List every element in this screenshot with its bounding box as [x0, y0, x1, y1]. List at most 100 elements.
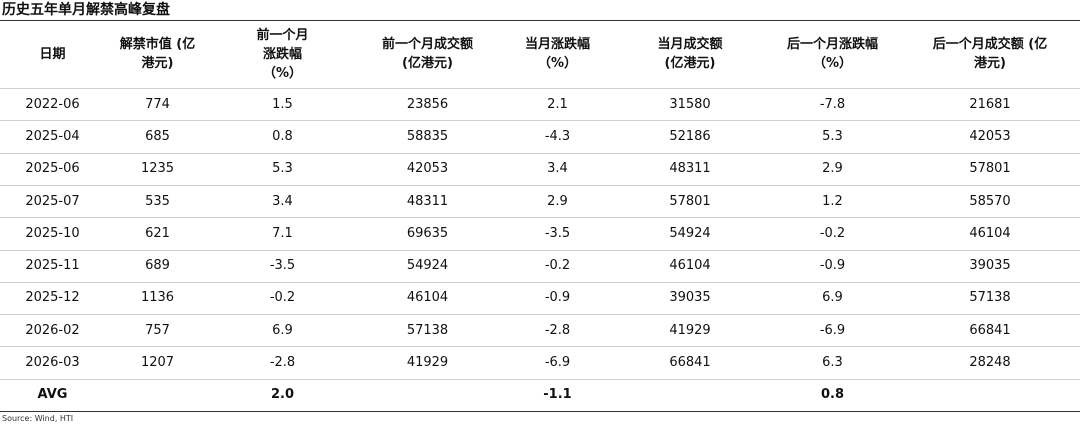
header-line: (亿港元) — [664, 56, 716, 71]
table-cell: 6.9 — [272, 322, 293, 338]
table-cell: 0.8 — [272, 128, 293, 144]
header-line: 日期 — [39, 46, 66, 62]
header-line: 后一个月涨跌幅 — [786, 37, 878, 52]
table-cell: 66841 — [969, 322, 1011, 338]
table-cell: 23856 — [406, 96, 449, 112]
table-cell: 689 — [145, 258, 170, 274]
table-cell: 757 — [145, 322, 170, 338]
table-cell: 2025-12 — [25, 290, 80, 306]
table-cell: 42053 — [969, 128, 1011, 144]
table-cell: 3.4 — [272, 193, 293, 209]
table-cell: 52186 — [669, 128, 711, 144]
table-cell: 7.1 — [272, 225, 293, 241]
table-cell: 1.2 — [822, 193, 843, 209]
row-rule — [0, 184, 1080, 186]
header-line: 后一个月成交额 (亿 — [932, 37, 1048, 52]
table-cell: 48311 — [669, 161, 711, 177]
column-header: 当月成交额 (亿港元) — [615, 20, 765, 88]
table-cell: 41929 — [669, 322, 711, 338]
table-cell: 1235 — [140, 161, 175, 177]
row-rule — [0, 249, 1080, 251]
table-cell: -0.2 — [269, 290, 296, 306]
table-cell: -7.8 — [819, 96, 846, 112]
row-rule — [0, 378, 1080, 380]
column-header: 日期 — [0, 20, 105, 88]
avg-cell: 0.8 — [820, 387, 845, 403]
avg-cell: 2.0 — [270, 387, 295, 403]
table-cell: 58835 — [406, 128, 449, 144]
column-header: 后一个月成交额 (亿 港元) — [900, 20, 1080, 88]
table-cell: -2.8 — [544, 322, 571, 338]
table-cell: 6.3 — [822, 355, 843, 371]
table-cell: 685 — [145, 128, 170, 144]
table-cell: 39035 — [969, 258, 1011, 274]
table-cell: 535 — [145, 193, 170, 209]
table-cell: 46104 — [969, 225, 1011, 241]
header-line: 港元) — [974, 56, 1006, 71]
header-line: （%） — [812, 56, 853, 71]
row-rule — [0, 314, 1080, 316]
table-cell: 3.4 — [547, 161, 568, 177]
table-cell: 46104 — [669, 258, 711, 274]
table-title: 历史五年单月解禁高峰复盘 — [2, 2, 170, 18]
table-cell: 42053 — [406, 161, 449, 177]
table-cell: -3.5 — [269, 258, 296, 274]
row-rule — [0, 281, 1080, 283]
table-cell: 1.5 — [272, 96, 293, 112]
table-cell: 46104 — [406, 290, 449, 306]
table-cell: 2025-10 — [25, 225, 80, 241]
table-cell: 5.3 — [822, 128, 843, 144]
table-cell: 57138 — [969, 290, 1011, 306]
table-cell: 2025-04 — [25, 128, 80, 144]
column-header: 解禁市值 (亿 港元) — [105, 20, 210, 88]
table-cell: 57801 — [669, 193, 711, 209]
table-cell: -6.9 — [819, 322, 846, 338]
table-cell: -0.9 — [544, 290, 571, 306]
row-rule — [0, 217, 1080, 219]
header-line: （%） — [537, 56, 578, 71]
table-cell: 31580 — [669, 96, 711, 112]
avg-cell: -1.1 — [543, 387, 572, 403]
header-line: 当月成交额 — [657, 37, 723, 52]
table-cell: 2022-06 — [25, 96, 80, 112]
table-cell: 2.9 — [822, 161, 843, 177]
table-cell: 2025-11 — [25, 258, 80, 274]
table-cell: 2.9 — [547, 193, 568, 209]
table-cell: 621 — [145, 225, 170, 241]
header-line: 解禁市值 (亿 — [119, 37, 196, 52]
table-cell: -6.9 — [544, 355, 571, 371]
table-cell: 6.9 — [822, 290, 843, 306]
table-cell: 66841 — [669, 355, 711, 371]
table-cell: -0.2 — [544, 258, 571, 274]
table-cell: 2.1 — [547, 96, 568, 112]
table-cell: 28248 — [969, 355, 1011, 371]
table-cell: -4.3 — [544, 128, 571, 144]
row-rule — [0, 120, 1080, 122]
table-cell: 69635 — [406, 225, 449, 241]
avg-cell: AVG — [37, 387, 68, 403]
table-cell: 21681 — [969, 96, 1011, 112]
row-rule — [0, 20, 1080, 21]
header-line: 港元) — [141, 56, 174, 71]
table-cell: -0.2 — [819, 225, 846, 241]
table-cell: 1136 — [140, 290, 175, 306]
table-cell: 57801 — [969, 161, 1011, 177]
table-cell: -3.5 — [544, 225, 571, 241]
table-cell: 54924 — [669, 225, 711, 241]
header-line: 当月涨跌幅 — [524, 37, 590, 52]
table-cell: 39035 — [669, 290, 711, 306]
table-cell: 1207 — [140, 355, 175, 371]
table-cell: 5.3 — [272, 161, 293, 177]
table-cell: 58570 — [969, 193, 1011, 209]
row-rule — [0, 88, 1080, 89]
column-header: 前一个月成交额 (亿港元) — [355, 20, 500, 88]
table-cell: 57138 — [406, 322, 449, 338]
table-cell: 774 — [145, 96, 170, 112]
table-cell: -2.8 — [269, 355, 296, 371]
table-cell: 48311 — [406, 193, 449, 209]
column-header: 当月涨跌幅 （%） — [500, 20, 615, 88]
row-rule — [0, 152, 1080, 154]
header-line: 涨跌幅 — [262, 46, 302, 62]
source-note: Source: Wind, HTI — [2, 414, 74, 423]
header-line: （%） — [262, 65, 303, 81]
